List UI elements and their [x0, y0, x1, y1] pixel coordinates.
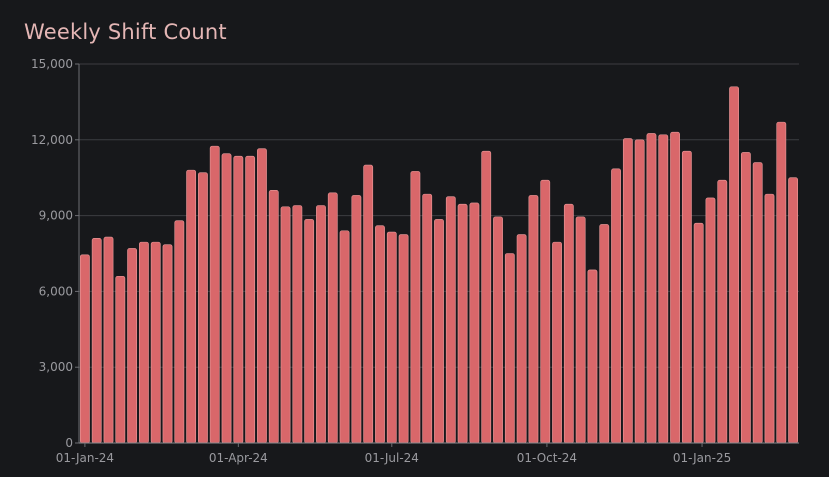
bar — [752, 162, 763, 444]
bar — [304, 219, 315, 444]
bar — [469, 202, 480, 444]
bar — [776, 121, 787, 444]
bar — [386, 231, 397, 444]
y-tick-label: 0 — [65, 436, 73, 450]
bar — [634, 139, 645, 444]
y-tick-label: 6,000 — [39, 284, 73, 298]
bar — [705, 197, 716, 444]
bar — [422, 193, 433, 444]
bar — [587, 269, 598, 444]
bar — [209, 145, 220, 444]
bar — [658, 134, 669, 444]
bar — [280, 206, 291, 444]
bar — [410, 171, 421, 444]
bar — [445, 196, 456, 444]
bar — [516, 234, 527, 444]
bar — [552, 241, 562, 444]
x-tick-label: 01-Oct-24 — [517, 451, 577, 465]
bar — [79, 254, 90, 444]
x-tick-label: 01-Jan-24 — [56, 451, 114, 465]
x-tick-label: 01-Jan-25 — [673, 451, 731, 465]
bar — [528, 195, 539, 444]
bar — [150, 241, 161, 444]
bar — [292, 205, 303, 444]
y-tick-label: 15,000 — [31, 57, 73, 71]
bar — [504, 253, 515, 444]
bar — [670, 131, 680, 444]
bar — [339, 230, 350, 444]
bar — [740, 152, 751, 444]
bar — [162, 244, 173, 444]
bar — [788, 177, 799, 444]
bar — [434, 219, 444, 444]
bar — [764, 193, 775, 444]
bar — [186, 169, 197, 444]
bar — [575, 216, 586, 444]
bar — [316, 205, 326, 444]
bar — [646, 133, 657, 444]
bar — [91, 238, 102, 444]
bar — [693, 222, 704, 444]
y-tick-label: 3,000 — [39, 360, 73, 374]
y-tick-label: 9,000 — [39, 209, 73, 223]
y-tick-label: 12,000 — [31, 133, 73, 147]
bar — [563, 203, 574, 444]
bar — [375, 225, 385, 444]
x-tick-label: 01-Apr-24 — [209, 451, 268, 465]
bar — [351, 195, 362, 444]
bar — [493, 216, 503, 444]
bar — [398, 234, 409, 444]
chart-title: Weekly Shift Count — [24, 20, 227, 44]
bar — [611, 168, 621, 444]
bar — [115, 275, 126, 444]
bar — [327, 192, 338, 444]
bar — [481, 150, 492, 444]
bar — [174, 220, 185, 444]
bar — [681, 150, 692, 444]
bar — [198, 172, 208, 444]
bar — [729, 86, 739, 444]
bar — [233, 155, 244, 444]
bar — [257, 148, 267, 444]
bar — [363, 164, 374, 444]
bar — [599, 224, 610, 444]
bar — [221, 153, 232, 444]
bar — [717, 179, 728, 444]
bar — [139, 241, 149, 444]
bar — [245, 155, 256, 444]
x-tick-label: 01-Jul-24 — [365, 451, 419, 465]
bar — [268, 190, 279, 444]
bar — [103, 236, 114, 444]
bar — [457, 203, 468, 444]
bar — [622, 138, 633, 444]
bar — [127, 248, 138, 444]
bar — [540, 179, 551, 444]
